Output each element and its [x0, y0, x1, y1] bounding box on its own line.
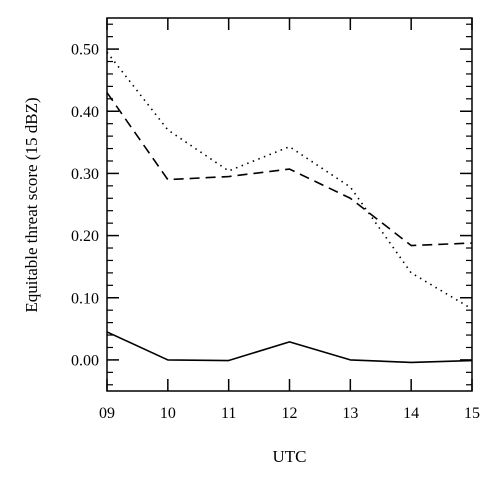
tick-labels: 09 10 11 12 13 14 15 0.00 0.10 0.20 0.30 0.40 0.50 — [71, 42, 480, 422]
x-tick-label: 12 — [282, 405, 298, 422]
plot-frame — [106, 17, 473, 392]
x-tick-label: 14 — [403, 405, 419, 422]
series-line-solid — [106, 331, 473, 364]
x-tick-label: 10 — [160, 405, 176, 422]
y-tick-label: 0.20 — [71, 228, 99, 245]
x-tick-label: 09 — [99, 405, 115, 422]
y-tick-label: 0.40 — [71, 104, 99, 121]
y-axis-title: Equitable threat score (15 dBZ) — [22, 97, 41, 312]
y-tick-label: 0.30 — [71, 166, 99, 183]
x-tick-label: 11 — [221, 405, 236, 422]
series-line-dashed — [106, 92, 473, 247]
series-layer — [106, 51, 473, 364]
ticks — [106, 18, 473, 391]
y-tick-label: 0.50 — [71, 42, 99, 59]
y-tick-label: 0.00 — [71, 352, 99, 369]
x-tick-label: 13 — [342, 405, 358, 422]
x-tick-label: 15 — [464, 405, 480, 422]
y-tick-label: 0.10 — [71, 290, 99, 307]
series-line-dotted — [106, 51, 473, 310]
x-axis-title: UTC — [273, 447, 307, 466]
